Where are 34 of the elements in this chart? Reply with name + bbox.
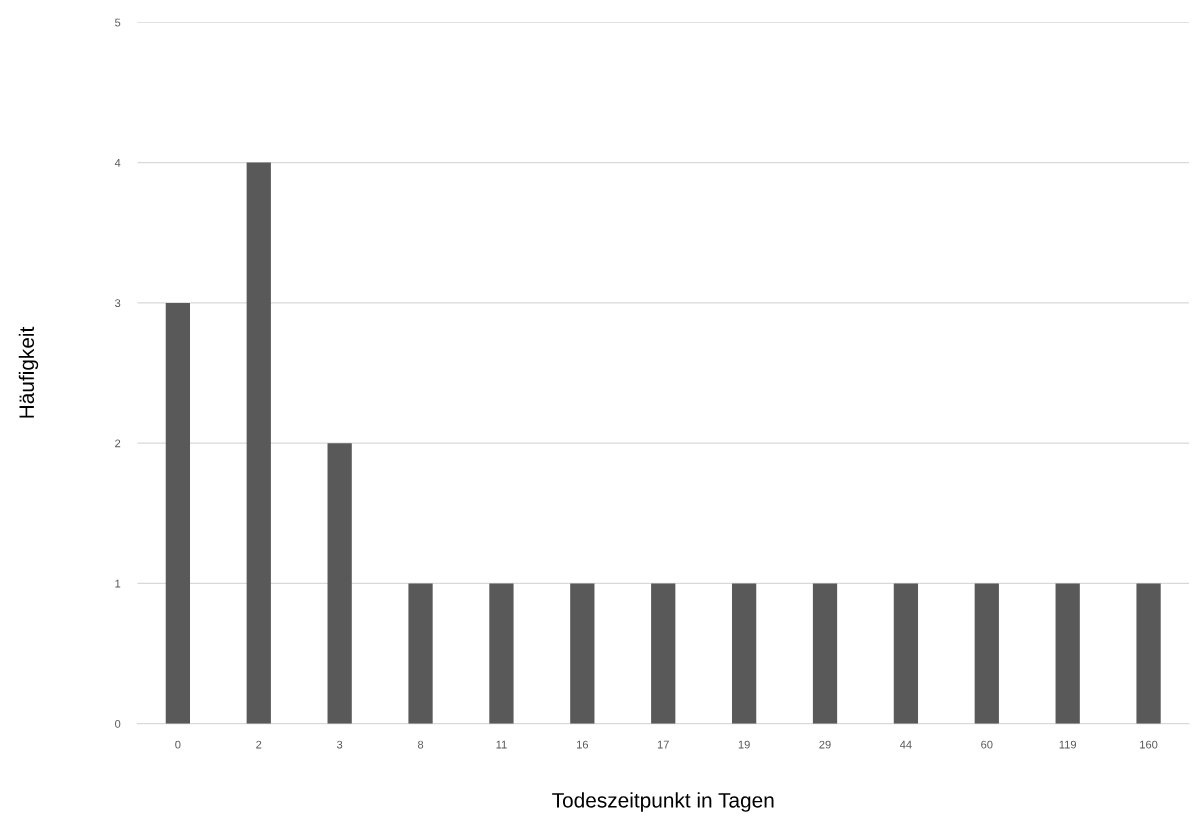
bar [1055,583,1080,724]
x-axis-title: Todeszeitpunkt in Tagen [552,792,774,812]
x-tick-label: 16 [577,740,589,749]
y-tick-label: 1 [115,579,121,588]
y-axis-title: Häufigkeit [18,326,39,418]
x-tick-label: 8 [417,740,424,749]
bar [812,583,838,724]
bar [489,583,514,724]
y-tick-label: 4 [114,159,121,167]
x-tick-label: 44 [899,740,912,749]
x-tick-label: 19 [738,740,750,749]
bar [731,583,757,724]
bar [893,583,919,724]
y-tick-label: 2 [115,439,121,448]
bar [408,583,433,724]
x-tick-label: 17 [657,740,669,749]
y-tick-label: 3 [115,299,121,308]
bar [246,162,271,724]
x-tick-label: 29 [819,740,831,749]
x-tick-label: 119 [1059,740,1077,749]
x-tick-label: 160 [1140,740,1158,749]
bar [1136,583,1161,724]
bar [570,583,595,724]
bar [974,583,999,724]
x-tick-label: 60 [981,740,993,749]
y-tick-label: 0 [115,719,121,728]
bar [651,583,676,724]
bar [327,443,352,724]
x-tick-label: 11 [496,740,507,749]
y-tick-label: 5 [115,18,121,27]
x-tick-label: 3 [336,740,343,749]
x-tick-label: 0 [175,740,181,749]
x-tick-label: 2 [256,740,262,749]
bar [165,302,190,724]
